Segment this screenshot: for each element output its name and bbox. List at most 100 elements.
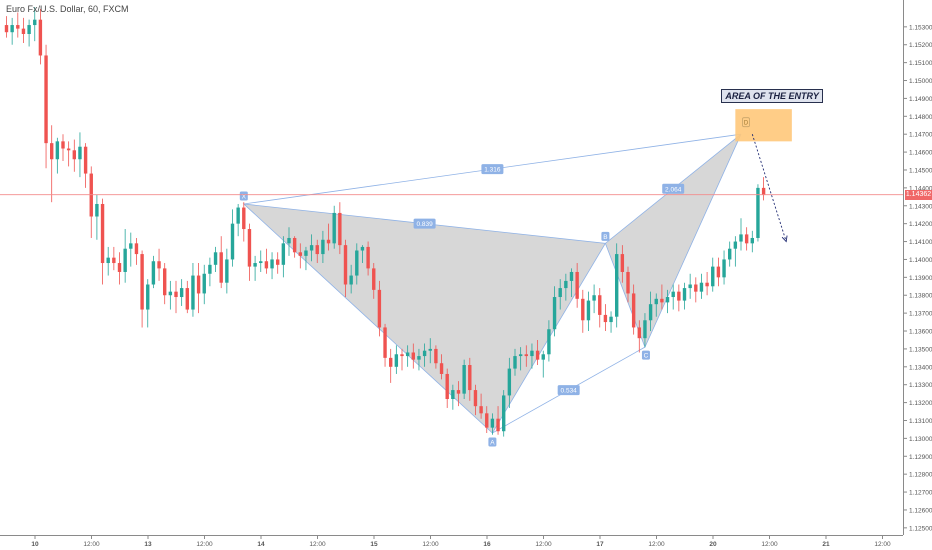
time-axis[interactable]: 10 12:00 13 12:00 14 12:00 15 12:00 16 12:00 17 12:…: [31, 535, 891, 548]
entry-zone: [735, 109, 792, 142]
price-tick-label: 1.12700: [909, 490, 932, 497]
pattern-point-label: D: [744, 121, 749, 127]
candle: [202, 264, 206, 305]
candle: [439, 354, 444, 380]
candle-body: [123, 248, 127, 272]
candle-body: [490, 418, 495, 428]
candle: [315, 239, 319, 264]
candle: [688, 273, 692, 299]
candle: [682, 282, 687, 310]
candle: [259, 250, 263, 272]
candle-body: [140, 254, 144, 310]
candle-body: [179, 288, 184, 298]
candle-body: [366, 246, 370, 269]
ratio-label-box: [557, 385, 580, 396]
candle-body: [569, 271, 574, 281]
candle-body: [648, 304, 653, 321]
candle: [213, 246, 218, 272]
candle-body: [530, 350, 534, 357]
candle-body: [191, 275, 195, 310]
candle: [292, 236, 297, 258]
candle-body: [699, 282, 704, 292]
candle: [236, 203, 240, 237]
candle-body: [535, 350, 540, 360]
price-tick-label: 1.13100: [909, 418, 932, 425]
time-tick-label: 16: [483, 541, 491, 548]
candle: [185, 280, 189, 314]
time-tick-label: 13: [144, 541, 152, 548]
candle-body: [247, 229, 252, 267]
candle-body: [270, 259, 274, 269]
candle-body: [547, 329, 551, 355]
candle: [123, 229, 127, 283]
candle-body: [4, 25, 9, 33]
candle: [55, 137, 60, 174]
candle-body: [603, 314, 608, 323]
candle-body: [134, 243, 139, 255]
candle: [699, 273, 704, 299]
candle-body: [112, 257, 116, 264]
ratio-label-box: [413, 218, 436, 229]
candle-body: [219, 252, 223, 283]
time-tick-label: 12:00: [196, 541, 213, 548]
price-tick-label: 1.13800: [909, 293, 932, 300]
candle: [643, 313, 647, 348]
candle: [151, 255, 156, 289]
candle-body: [383, 327, 387, 358]
candle: [744, 227, 749, 251]
candle-body: [50, 143, 54, 160]
candle: [654, 293, 658, 317]
candle-body: [21, 28, 26, 34]
current-price-label: 1.14362: [905, 189, 932, 200]
candle: [513, 348, 517, 376]
candle: [191, 263, 195, 317]
candle: [146, 279, 150, 328]
candle: [456, 381, 461, 407]
candle-body: [592, 295, 596, 301]
candle: [72, 139, 76, 172]
candle: [541, 350, 545, 378]
candle-body: [575, 271, 579, 299]
candle-body: [744, 234, 749, 244]
candle-body: [598, 295, 602, 315]
candle: [355, 243, 359, 285]
annotations[interactable]: D: [0, 109, 903, 243]
candle-body: [728, 248, 732, 260]
candle: [276, 252, 280, 274]
candle-body: [298, 252, 302, 256]
candle-body: [394, 354, 399, 367]
candle: [360, 245, 365, 264]
ratio-label-xb: 0.839: [413, 218, 436, 229]
pattern-point-b: B: [601, 231, 610, 241]
candle: [750, 230, 754, 253]
candle-body: [151, 261, 156, 285]
candle-body: [473, 390, 478, 407]
candle: [761, 177, 766, 201]
candle: [157, 248, 161, 281]
candle-body: [620, 254, 625, 272]
candle: [615, 243, 619, 328]
candle-body: [677, 291, 681, 301]
ratio-label-text: 0.839: [416, 221, 433, 228]
candle-body: [711, 266, 715, 287]
candle-body: [502, 395, 506, 432]
price-axis[interactable]: 1.15300 1.15200 1.15100 1.15000 1.14900 1.148…: [903, 24, 932, 532]
pattern-point-d: D: [742, 117, 750, 128]
candle-body: [739, 234, 743, 242]
price-tick-label: 1.14000: [909, 257, 932, 264]
candle-body: [38, 19, 43, 56]
candle-body: [705, 282, 709, 287]
candle: [462, 359, 466, 400]
candle-body: [682, 288, 687, 301]
candle: [535, 339, 540, 366]
ratio-label-text: 1.316: [484, 167, 501, 174]
candle: [451, 384, 455, 410]
time-tick-label: 12:00: [535, 541, 552, 548]
candle-body: [496, 418, 500, 432]
candle-body: [157, 261, 161, 269]
ratio-label-text: 0.534: [561, 388, 578, 395]
time-tick-label: 15: [370, 541, 378, 548]
candle: [564, 273, 568, 301]
candle-body: [665, 297, 670, 303]
